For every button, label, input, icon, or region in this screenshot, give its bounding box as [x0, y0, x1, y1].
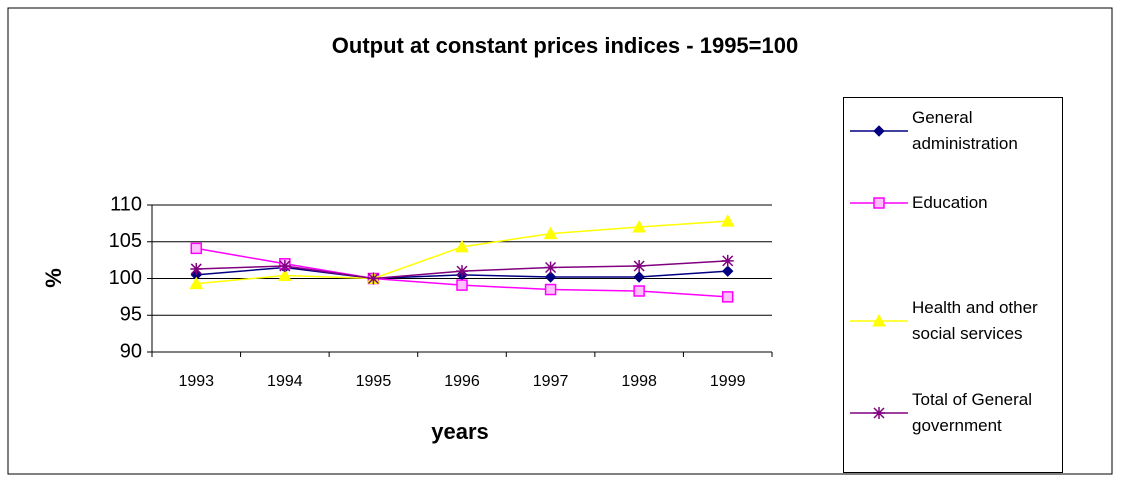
marker — [721, 291, 734, 303]
legend-item: Health and other social services — [844, 288, 1064, 348]
chart-title: Output at constant prices indices - 1995… — [332, 33, 798, 58]
y-tick-label: 100 — [109, 267, 142, 289]
marker — [720, 214, 735, 227]
x-tick-label: 1997 — [533, 373, 569, 390]
marker — [456, 279, 468, 291]
marker — [190, 262, 203, 275]
marker — [721, 254, 734, 267]
legend-item: Total of General government — [844, 380, 1064, 440]
legend-swatch — [850, 407, 908, 419]
marker — [873, 125, 885, 137]
legend-label: Health and other social services — [912, 298, 1038, 343]
marker — [278, 268, 292, 282]
marker — [455, 239, 469, 253]
marker — [544, 261, 557, 274]
marker — [190, 242, 203, 255]
legend: General administration Education Health an… — [843, 97, 1063, 473]
marker — [633, 271, 645, 283]
legend-swatch — [850, 125, 908, 137]
y-tick-label: 110 — [110, 193, 142, 215]
marker — [722, 265, 734, 277]
legend-swatch — [850, 197, 908, 209]
marker — [543, 226, 558, 240]
marker — [456, 265, 468, 278]
marker — [189, 276, 204, 290]
legend-item: General administration — [844, 98, 1064, 158]
legend-label: Total of General government — [912, 390, 1033, 435]
marker — [632, 220, 646, 233]
y-axis-label: % — [41, 268, 66, 288]
x-tick-label: 1998 — [621, 373, 657, 390]
marker — [872, 313, 886, 327]
marker — [633, 285, 645, 297]
x-axis-label: years — [431, 419, 489, 444]
x-tick-label: 1994 — [267, 373, 303, 390]
y-tick-label: 95 — [120, 304, 142, 326]
marker — [633, 260, 646, 273]
x-tick-label: 1996 — [444, 373, 480, 390]
y-tick-label: 105 — [109, 230, 142, 252]
legend-item: Education — [844, 185, 1064, 245]
legend-label: General administration — [912, 108, 1018, 153]
frame — [7, 7, 1113, 475]
x-tick-label: 1999 — [710, 373, 746, 390]
y-tick-label: 90 — [120, 340, 142, 362]
legend-label: Education — [912, 193, 988, 212]
marker — [873, 407, 885, 419]
marker — [544, 283, 557, 296]
marker — [367, 272, 380, 285]
marker — [873, 197, 885, 209]
x-tick-label: 1995 — [356, 373, 392, 390]
marker — [278, 260, 291, 273]
x-tick-label: 1993 — [178, 373, 214, 390]
marker — [544, 271, 557, 283]
legend-swatch — [850, 313, 908, 327]
